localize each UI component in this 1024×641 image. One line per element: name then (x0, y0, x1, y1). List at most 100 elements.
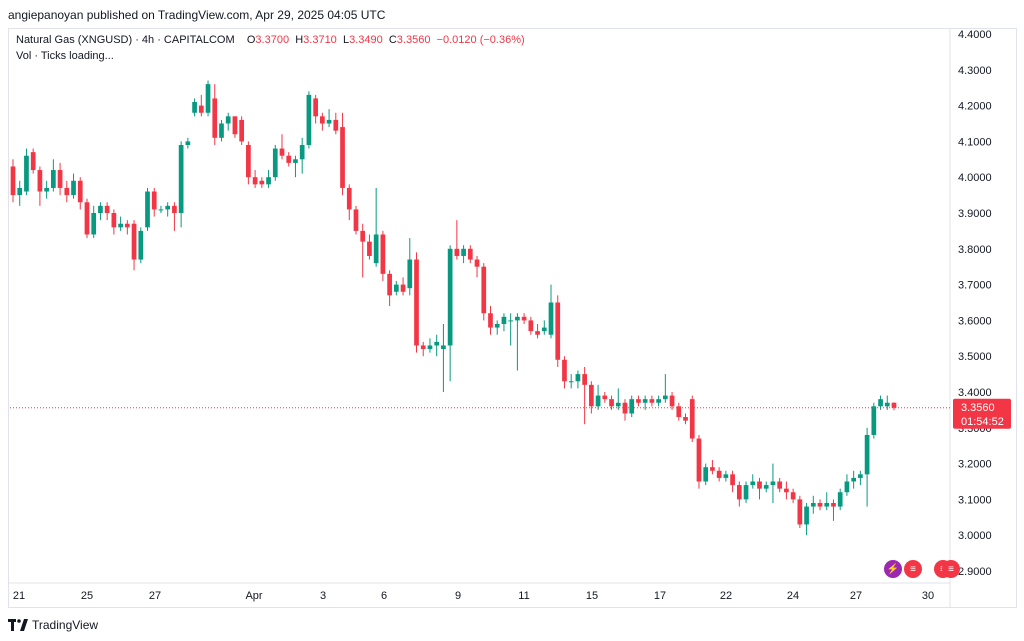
candle-body (474, 259, 480, 267)
candle-body (770, 481, 776, 486)
y-tick-label: 2.9000 (958, 566, 992, 578)
candle-body (272, 148, 278, 178)
candle-body (219, 123, 224, 138)
candle-body (293, 159, 298, 163)
candle-body (407, 259, 413, 289)
y-tick-label: 4.1000 (958, 136, 992, 148)
candle-body (205, 84, 211, 113)
candle-body (528, 320, 534, 332)
candle-body (111, 213, 117, 228)
candle-body (71, 180, 76, 196)
last-price-tag: 3.3560 01:54:52 (953, 398, 1011, 429)
close-label: C (388, 34, 397, 46)
candle-body (723, 474, 729, 478)
us-flag-icon[interactable]: ≡ (942, 560, 960, 578)
candle-body (642, 399, 648, 403)
x-tick-label: 21 (13, 590, 25, 602)
y-tick-label: 4.0000 (958, 172, 992, 184)
candle-body (878, 399, 883, 407)
candle-body (232, 116, 238, 135)
candle-body (864, 434, 870, 475)
candle-body (104, 205, 110, 213)
candle-body (669, 395, 675, 407)
us-flag-icon[interactable]: ≡ (904, 560, 922, 578)
close-value: 3.3560 (396, 34, 431, 46)
candle-body (299, 144, 305, 160)
candle-body (145, 191, 150, 228)
x-tick-label: 17 (654, 590, 666, 602)
x-tick-label: 11 (518, 590, 529, 602)
candle-body (575, 374, 581, 382)
candle-body (313, 98, 318, 117)
bar-countdown: 01:54:52 (961, 416, 1004, 428)
candle-body (225, 116, 231, 124)
change-value: −0.0120 (−0.36%) (436, 34, 525, 46)
high-value: 3.3710 (303, 34, 337, 46)
event-icons[interactable]: ⚡ ≡ ≡ ≡ (884, 560, 960, 578)
symbol-label[interactable]: Natural Gas (XNGUSD) · 4h · CAPITALCOM (16, 34, 235, 46)
last-price-value: 3.3560 (961, 402, 995, 414)
candle-body (488, 313, 493, 328)
x-tick-label: 27 (149, 590, 161, 602)
candle-body (17, 187, 23, 196)
candle-body (427, 345, 433, 350)
candle-body (44, 187, 49, 192)
y-tick-label: 3.9000 (958, 208, 992, 220)
candle-body (192, 102, 197, 113)
candle-body (871, 406, 877, 435)
candle-body (467, 248, 473, 260)
candle-body (98, 205, 103, 213)
y-tick-label: 3.6000 (958, 315, 992, 327)
x-tick-label: 22 (720, 590, 732, 602)
candle-body (689, 399, 695, 439)
candle-body (420, 345, 426, 350)
candle-body (346, 187, 352, 210)
candle-body (360, 230, 366, 242)
candle-body (373, 234, 379, 264)
candle-body (77, 180, 83, 203)
candle-body (750, 481, 756, 486)
ohlc-legend[interactable]: Natural Gas (XNGUSD) · 4h · CAPITALCOM O… (16, 34, 525, 46)
candle-body (400, 284, 406, 292)
y-tick-label: 3.8000 (958, 244, 992, 256)
candle-body (239, 119, 245, 142)
candle-body (784, 488, 789, 493)
candle-body (568, 381, 574, 383)
publisher-caption: angiepanoyan published on TradingView.co… (8, 8, 386, 22)
volume-legend[interactable]: Vol · Ticks loading... (16, 50, 114, 62)
candle-body (57, 170, 63, 188)
candle-body (683, 417, 688, 421)
candle-body (252, 177, 258, 185)
lightning-icon[interactable]: ⚡ (884, 560, 902, 578)
candle-body (777, 481, 783, 489)
candle-body (24, 155, 29, 192)
candle-body (757, 481, 762, 489)
candle-body (50, 170, 56, 188)
footer-brand[interactable]: TradingView (8, 618, 98, 632)
y-tick-label: 3.2000 (958, 459, 992, 471)
chart-frame (8, 28, 1017, 608)
open-label: O (246, 34, 256, 46)
low-label: L (342, 34, 350, 46)
candle-body (703, 467, 709, 482)
candle-body (501, 316, 507, 324)
candle-body (656, 399, 661, 403)
candle-body (595, 395, 601, 407)
candle-body (306, 94, 312, 145)
candle-body (541, 327, 547, 332)
candle-body (508, 320, 514, 322)
candle-body (10, 166, 16, 196)
candle-body (434, 341, 440, 346)
candle-body (151, 191, 157, 210)
candle-body (790, 492, 796, 500)
candle-body (837, 492, 843, 507)
candle-body (629, 399, 635, 414)
y-tick-label: 3.1000 (958, 494, 992, 506)
candle-body (602, 395, 608, 400)
candle-body (810, 502, 816, 507)
low-value: 3.3490 (349, 34, 383, 46)
candle-body (158, 209, 164, 211)
candle-body (84, 202, 90, 235)
x-tick-label: 6 (381, 590, 387, 602)
